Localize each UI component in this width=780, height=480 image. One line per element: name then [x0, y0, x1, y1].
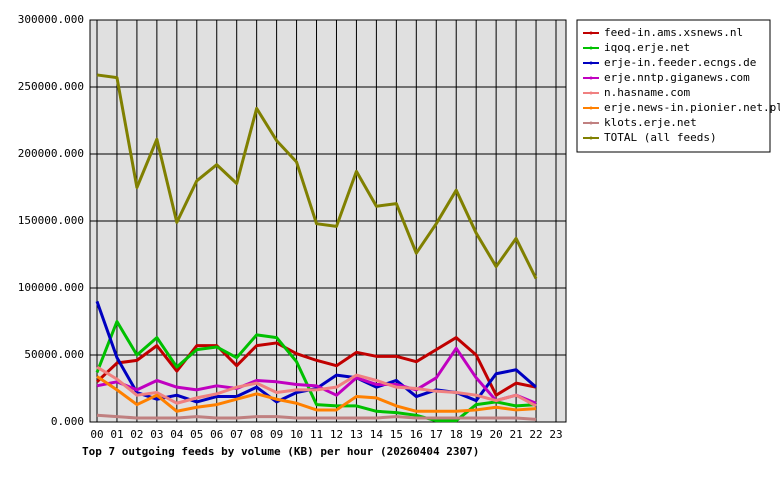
series-line [95, 320, 537, 423]
x-tick-label: 03 [150, 428, 163, 441]
legend-label: klots.erje.net [604, 116, 697, 129]
y-tick-label: 150000.000 [18, 214, 84, 227]
legend-marker [589, 76, 593, 80]
legend [576, 19, 771, 153]
x-tick-label: 04 [170, 428, 184, 441]
legend-marker [589, 136, 593, 140]
y-tick-label: 300000.000 [18, 13, 84, 26]
legend-label: n.hasname.com [604, 86, 690, 99]
legend-marker [589, 46, 593, 50]
series-line [96, 346, 537, 405]
y-tick-label: 200000.000 [18, 147, 84, 160]
legend-marker [589, 61, 593, 65]
x-tick-label: 19 [470, 428, 483, 441]
x-tick-label: 06 [210, 428, 223, 441]
x-tick-label: 20 [490, 428, 503, 441]
x-tick-label: 16 [410, 428, 423, 441]
chart-title: Top 7 outgoing feeds by volume (KB) per … [82, 445, 479, 458]
legend-label: erje-in.feeder.ecngs.de [604, 56, 756, 69]
x-tick-label: 01 [110, 428, 123, 441]
legend-marker [589, 106, 593, 110]
series-line [96, 365, 537, 408]
x-tick-label: 22 [529, 428, 542, 441]
x-tick-label: 11 [310, 428, 323, 441]
legend-label: erje.news-in.pionier.net.pl [604, 101, 780, 114]
x-tick-label: 14 [370, 428, 384, 441]
x-tick-label: 12 [330, 428, 343, 441]
x-tick-label: 07 [230, 428, 243, 441]
x-tick-label: 02 [130, 428, 143, 441]
x-tick-label: 13 [350, 428, 363, 441]
x-tick-label: 09 [270, 428, 283, 441]
y-tick-label: 50000.000 [24, 348, 84, 361]
x-tick-label: 15 [390, 428, 403, 441]
legend-label: iqoq.erje.net [604, 41, 690, 54]
series-line [95, 336, 537, 397]
y-tick-label: 100000.000 [18, 281, 84, 294]
x-tick-label: 08 [250, 428, 263, 441]
legend-marker [589, 121, 593, 125]
x-tick-label: 23 [549, 428, 562, 441]
x-tick-label: 10 [290, 428, 303, 441]
series-line [96, 73, 538, 280]
legend-marker [589, 31, 593, 35]
legend-marker [589, 91, 593, 95]
x-tick-label: 21 [509, 428, 522, 441]
x-tick-label: 00 [90, 428, 103, 441]
series-line [96, 375, 537, 413]
series-line [96, 413, 537, 421]
x-tick-label: 18 [450, 428, 463, 441]
y-tick-label: 0.000 [51, 415, 84, 428]
y-tick-label: 250000.000 [18, 80, 84, 93]
x-tick-label: 05 [190, 428, 203, 441]
x-tick-label: 17 [430, 428, 443, 441]
legend-label: TOTAL (all feeds) [604, 131, 717, 144]
legend-label: feed-in.ams.xsnews.nl [604, 26, 743, 39]
legend-label: erje.nntp.giganews.com [604, 71, 750, 84]
